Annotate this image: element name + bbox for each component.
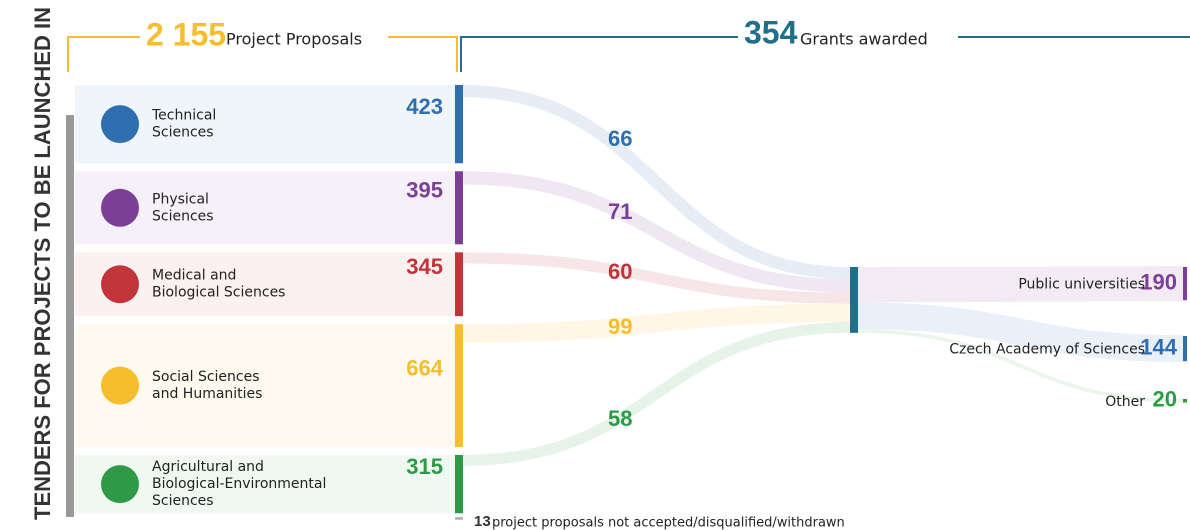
target-bar xyxy=(1183,336,1187,362)
proposals-total: 2 155 xyxy=(146,16,226,52)
left-rule xyxy=(66,115,74,517)
year: 2021 xyxy=(26,0,59,1)
target-bar xyxy=(1183,267,1187,301)
proposal-value: 315 xyxy=(406,454,443,479)
target-label: Public universities xyxy=(1018,277,1145,293)
target-flow xyxy=(857,265,1184,303)
category-label: Technical Sciences xyxy=(151,108,216,141)
proposal-value: 664 xyxy=(406,355,443,380)
target-bar xyxy=(1183,399,1187,403)
rejected-label: project proposals not accepted/disqualif… xyxy=(492,516,845,530)
flow xyxy=(462,322,851,466)
category-icon xyxy=(101,265,139,304)
category-icon xyxy=(101,366,139,405)
category-label: Medical and Biological Sciences xyxy=(152,268,285,301)
rejected-value: 13 xyxy=(474,513,491,530)
category-icon xyxy=(101,105,139,144)
proposals-bracket xyxy=(67,36,458,72)
target-value: 190 xyxy=(1140,269,1177,294)
flow xyxy=(462,252,851,304)
proposal-value: 423 xyxy=(406,94,443,119)
side-title: TENDERS FOR PROJECTS TO BE LAUNCHED IN 20… xyxy=(26,0,59,520)
target-value: 20 xyxy=(1153,387,1177,412)
awarded-value: 58 xyxy=(608,406,632,431)
target-value: 144 xyxy=(1140,334,1177,359)
awarded-value: 60 xyxy=(608,259,632,284)
grants-total: 354 xyxy=(744,14,798,50)
proposals-label: Project Proposals xyxy=(226,30,362,49)
awarded-value: 99 xyxy=(608,314,632,339)
awarded-value: 66 xyxy=(608,126,632,151)
category-icon xyxy=(101,188,139,227)
category-icon xyxy=(101,465,139,504)
grants-bracket xyxy=(460,36,1190,72)
category-label: Social Sciences and Humanities xyxy=(152,369,262,402)
target-flow xyxy=(857,302,1184,362)
proposal-bar xyxy=(455,85,463,164)
target-label: Czech Academy of Sciences xyxy=(949,342,1145,358)
category-label: Physical Sciences xyxy=(152,191,214,224)
flow xyxy=(462,171,851,293)
target-flow xyxy=(857,329,1184,403)
proposal-bar xyxy=(455,252,463,317)
proposal-bar xyxy=(455,171,463,245)
proposal-value: 345 xyxy=(406,254,443,279)
grants-bar xyxy=(850,267,858,333)
rejected-bar xyxy=(455,517,463,520)
proposal-value: 395 xyxy=(406,178,443,203)
proposal-bar xyxy=(455,454,463,514)
side-title-text: TENDERS FOR PROJECTS TO BE LAUNCHED IN xyxy=(30,7,55,520)
category-label: Agricultural and Biological-Environmental… xyxy=(152,459,326,509)
flow xyxy=(462,85,851,280)
flow xyxy=(462,303,851,343)
proposal-bar xyxy=(455,324,463,447)
target-label: Other xyxy=(1105,394,1145,410)
awarded-value: 71 xyxy=(608,199,632,224)
grants-label: Grants awarded xyxy=(800,30,928,49)
